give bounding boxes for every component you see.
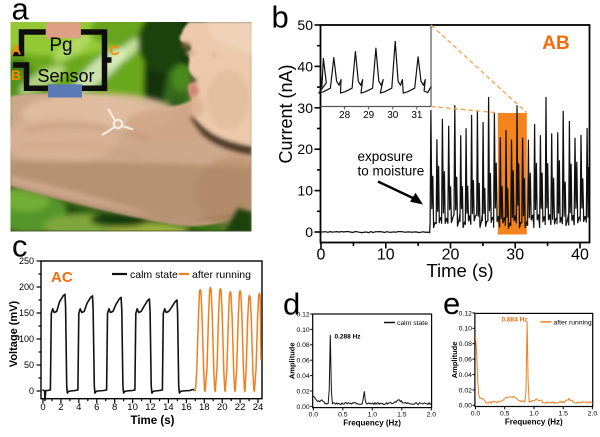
svg-text:50: 50 [24,360,34,370]
svg-text:Current (nA): Current (nA) [276,64,296,163]
svg-text:0.08: 0.08 [296,342,309,349]
svg-text:Amplitude: Amplitude [288,342,297,379]
svg-text:d: d [283,287,300,322]
svg-text:calm state: calm state [397,320,428,327]
svg-text:2: 2 [58,402,63,413]
svg-text:c: c [12,229,28,264]
svg-text:0.5: 0.5 [338,412,348,419]
svg-text:0.08: 0.08 [459,341,472,348]
svg-text:AB: AB [542,33,569,54]
svg-text:14: 14 [163,402,174,413]
svg-text:B: B [11,67,21,83]
svg-text:24: 24 [253,402,264,413]
svg-text:C: C [110,42,120,58]
svg-text:0.02: 0.02 [459,387,472,394]
svg-text:0.0: 0.0 [309,412,319,419]
svg-text:2.0: 2.0 [427,412,437,419]
svg-text:0: 0 [29,386,34,396]
svg-text:250: 250 [19,256,34,266]
svg-text:30: 30 [387,110,399,121]
svg-text:30: 30 [506,247,524,264]
svg-text:Sensor: Sensor [37,66,94,86]
svg-text:10: 10 [377,247,395,264]
svg-text:0.10: 0.10 [459,326,472,333]
svg-text:0.04: 0.04 [296,373,309,380]
svg-text:exposure: exposure [358,149,414,164]
svg-text:1.5: 1.5 [397,412,407,419]
svg-text:0: 0 [317,247,326,264]
svg-text:AC: AC [51,269,73,286]
svg-text:0: 0 [40,402,45,413]
svg-text:Voltage (mV): Voltage (mV) [8,300,20,367]
svg-text:Amplitude: Amplitude [450,342,459,379]
svg-text:0.02: 0.02 [296,388,309,395]
svg-text:0.00: 0.00 [459,403,472,410]
svg-text:29: 29 [363,110,375,121]
svg-text:0.12: 0.12 [459,310,472,317]
svg-text:after running: after running [554,319,592,326]
svg-text:12: 12 [145,402,156,413]
svg-text:after running: after running [192,269,251,281]
svg-text:e: e [443,286,460,321]
svg-text:20: 20 [217,402,228,413]
svg-text:0.06: 0.06 [459,357,472,364]
svg-text:50: 50 [297,17,313,33]
svg-text:1.0: 1.0 [529,411,539,418]
svg-text:1.5: 1.5 [558,411,568,418]
svg-text:8: 8 [112,402,117,413]
svg-text:0.884 Hz: 0.884 Hz [502,317,529,324]
svg-text:calm state: calm state [130,269,178,281]
svg-text:18: 18 [199,402,210,413]
svg-text:0.288 Hz: 0.288 Hz [335,334,362,341]
svg-text:0.00: 0.00 [296,404,309,411]
svg-text:a: a [12,0,30,27]
svg-text:28: 28 [339,110,351,121]
svg-text:6: 6 [94,402,99,413]
svg-text:0.06: 0.06 [296,358,309,365]
svg-text:0.12: 0.12 [296,311,309,318]
svg-text:150: 150 [19,308,34,318]
svg-text:40: 40 [571,247,589,264]
svg-text:200: 200 [19,282,34,292]
svg-text:2.0: 2.0 [588,411,598,418]
svg-text:40: 40 [297,58,313,74]
svg-text:22: 22 [235,402,246,413]
svg-text:to moisture: to moisture [358,164,425,179]
svg-text:0: 0 [305,224,313,240]
svg-text:Frequency (Hz): Frequency (Hz) [505,418,563,427]
svg-text:Time (s): Time (s) [426,260,493,281]
svg-text:30: 30 [297,100,313,116]
svg-text:Pg: Pg [49,35,72,56]
svg-text:0.10: 0.10 [296,327,309,334]
svg-text:Time (s): Time (s) [131,415,175,427]
svg-text:A: A [11,42,21,58]
svg-text:0.04: 0.04 [459,372,472,379]
svg-text:Frequency (Hz): Frequency (Hz) [343,419,401,428]
svg-text:0.0: 0.0 [471,411,481,418]
svg-text:16: 16 [181,402,192,413]
svg-text:20: 20 [297,141,313,157]
svg-text:b: b [272,0,289,35]
svg-text:31: 31 [411,110,423,121]
svg-text:100: 100 [19,334,34,344]
svg-text:20: 20 [442,247,460,264]
svg-text:1.0: 1.0 [368,412,378,419]
svg-text:10: 10 [297,183,313,199]
svg-text:0.5: 0.5 [500,411,510,418]
svg-text:10: 10 [127,402,138,413]
svg-text:4: 4 [76,402,81,413]
